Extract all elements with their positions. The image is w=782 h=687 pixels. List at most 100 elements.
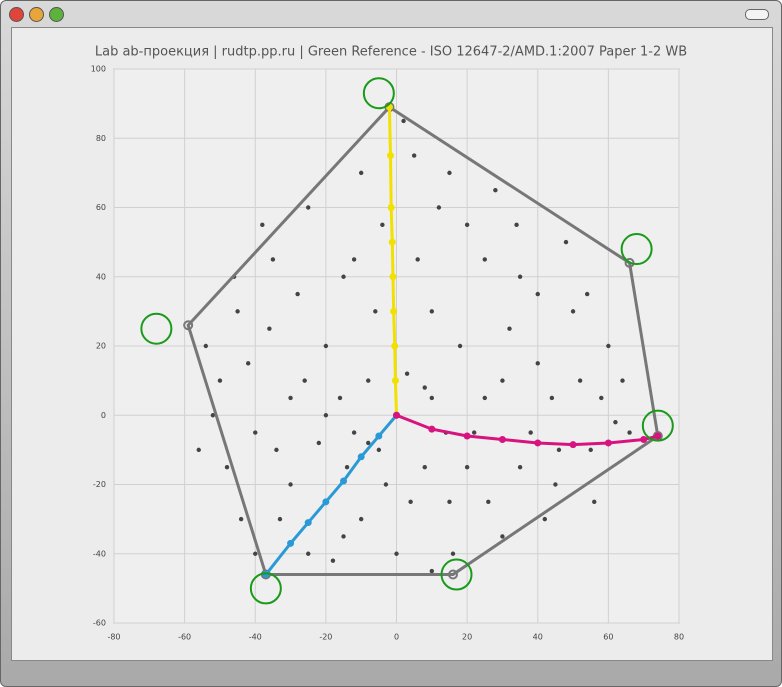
y-tick-label: 80: [96, 134, 106, 143]
scatter-point: [330, 558, 336, 563]
ramp-point: [498, 435, 506, 443]
scatter-point: [577, 378, 583, 383]
ramp-point: [391, 342, 399, 350]
scatter-point: [351, 257, 357, 262]
scatter-point: [588, 447, 593, 453]
x-tick-label: -20: [319, 633, 332, 642]
scatter-point: [415, 257, 420, 262]
ramp-point: [287, 539, 295, 547]
ramp-point: [386, 152, 394, 160]
scatter-point: [613, 419, 618, 425]
x-tick-label: 40: [533, 633, 543, 642]
reference-ring: [440, 558, 473, 591]
scatter-point: [210, 413, 216, 418]
zoom-button[interactable]: [49, 7, 64, 22]
scatter-point: [235, 309, 240, 314]
scatter-point: [553, 482, 558, 487]
toolbar-button[interactable]: [745, 9, 769, 20]
scatter-point: [366, 440, 371, 446]
scatter-point: [358, 170, 364, 176]
ramp-point: [463, 432, 471, 440]
scatter-point: [457, 343, 463, 349]
x-tick-label: -40: [249, 633, 262, 642]
scatter-point: [447, 170, 452, 176]
x-tick-label: 0: [394, 633, 399, 642]
scatter-point: [447, 499, 452, 505]
reference-ring: [620, 233, 653, 266]
x-tick-label: -60: [178, 633, 191, 642]
chart-title: Lab ab-проекция | rudtp.pp.ru | Green Re…: [95, 45, 687, 60]
gamut-vertex: [448, 569, 458, 580]
scatter-point: [500, 378, 505, 383]
scatter-point: [450, 551, 456, 556]
scatter-point: [422, 385, 427, 390]
ramp-point: [393, 411, 400, 419]
x-tick-label: 80: [674, 633, 684, 642]
scatter-point: [260, 222, 265, 228]
scatter-point: [606, 343, 611, 349]
x-tick-label: -80: [107, 633, 120, 642]
scatter-point: [358, 516, 364, 522]
scatter-point: [563, 239, 569, 245]
x-tick-label: 20: [462, 633, 472, 642]
scatter-point: [274, 447, 279, 453]
reference-ring: [362, 77, 395, 110]
minimize-button[interactable]: [29, 7, 44, 22]
close-button[interactable]: [9, 7, 24, 22]
scatter-point: [471, 430, 477, 435]
scatter-point: [422, 464, 427, 470]
scatter-point: [203, 343, 209, 349]
scatter-point: [341, 534, 346, 539]
scatter-point: [514, 222, 519, 228]
scatter-point: [411, 153, 417, 158]
scatter-point: [380, 222, 385, 228]
ramp-point: [357, 453, 365, 461]
scatter-point: [323, 343, 329, 349]
scatter-point: [288, 395, 293, 401]
scatter-point: [253, 430, 258, 435]
scatter-point: [394, 551, 399, 556]
scatter-point: [517, 274, 523, 279]
scatter-point: [316, 440, 322, 446]
scatter-point: [306, 551, 311, 556]
scatter-point: [196, 447, 201, 453]
reference-ring: [140, 312, 173, 345]
scatter-point: [270, 257, 276, 262]
scatter-point: [404, 371, 410, 376]
ramp-point: [534, 439, 542, 447]
scatter-point: [217, 378, 223, 383]
scatter-point: [429, 395, 435, 401]
y-tick-label: 60: [96, 203, 106, 212]
y-tick-label: 20: [96, 342, 106, 351]
scatter-point: [570, 309, 576, 314]
scatter-point: [493, 187, 498, 193]
scatter-point: [344, 464, 350, 470]
ramp-line: [264, 414, 398, 576]
scatter-point: [245, 361, 251, 366]
ramp-point: [387, 204, 395, 211]
scatter-point: [592, 499, 597, 505]
scatter-point: [556, 447, 562, 453]
scatter-point: [373, 309, 378, 314]
ramp-point: [391, 377, 399, 385]
scatter-point: [584, 291, 590, 297]
ramp-point: [390, 307, 398, 315]
scatter-point: [323, 413, 329, 418]
scatter-point: [429, 568, 435, 574]
scatter-point: [436, 205, 442, 210]
scatter-point: [267, 326, 272, 331]
y-tick-label: -40: [93, 549, 106, 558]
scatter-point: [401, 118, 406, 124]
y-tick-label: -20: [93, 480, 106, 489]
scatter-point: [337, 395, 343, 401]
scatter-point: [507, 326, 512, 331]
ramp-point: [322, 498, 330, 506]
scatter-point: [366, 378, 371, 383]
reference-ring: [641, 409, 674, 442]
scatter-point: [517, 464, 523, 470]
scatter-point: [429, 309, 435, 314]
scatter-point: [376, 447, 382, 453]
scatter-point: [627, 430, 632, 435]
scatter-point: [277, 516, 283, 522]
